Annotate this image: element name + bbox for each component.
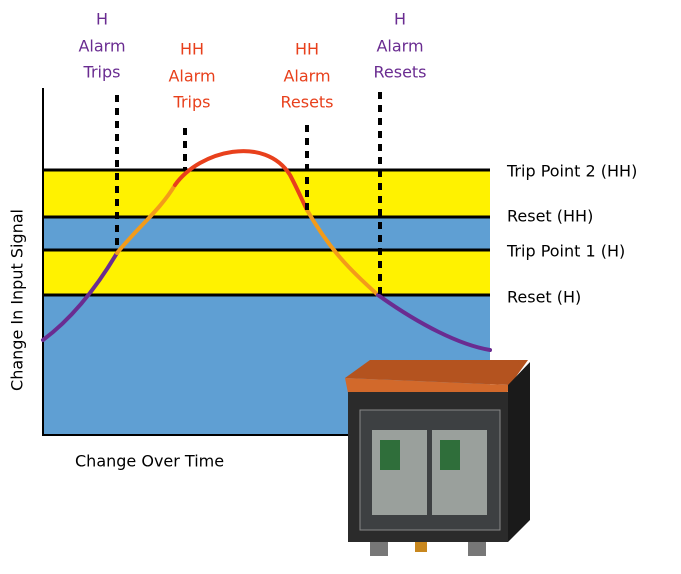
annotation-line: H — [394, 10, 406, 29]
level-label: Reset (H) — [507, 288, 581, 307]
annotation-line: Alarm — [283, 67, 330, 86]
annotation-line: Alarm — [376, 37, 423, 56]
y-axis-label: Change In Input Signal — [8, 209, 27, 391]
annotation-line: Trips — [173, 93, 211, 112]
annotation-line: Resets — [373, 63, 426, 82]
level-label: Trip Point 1 (H) — [506, 242, 625, 261]
annotation-line: Alarm — [168, 67, 215, 86]
level-label: Reset (HH) — [507, 207, 593, 226]
device-image — [345, 360, 530, 556]
annotation-line: HH — [295, 40, 319, 59]
annotation-line: Resets — [280, 93, 333, 112]
level-label: Trip Point 2 (HH) — [506, 162, 637, 181]
x-axis-label: Change Over Time — [75, 452, 224, 471]
annotation-line: H — [96, 10, 108, 29]
annotation-line: Trips — [83, 63, 121, 82]
hh-band — [43, 170, 490, 217]
h-band — [43, 250, 490, 295]
annotation-line: Alarm — [78, 37, 125, 56]
annotation-group: H Alarm Trips HH Alarm Trips HH Alarm Re… — [78, 10, 426, 112]
annotation-line: HH — [180, 40, 204, 59]
diagram: H Alarm Trips HH Alarm Trips HH Alarm Re… — [0, 0, 681, 574]
